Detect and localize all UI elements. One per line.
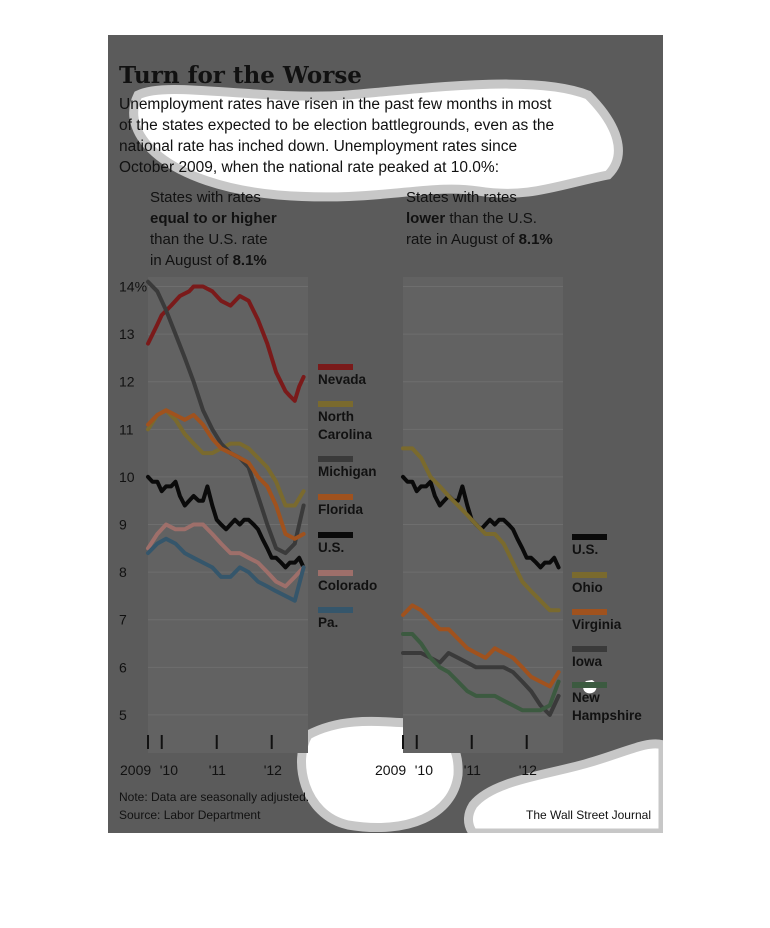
subtitle-1-line-3: than the U.S. rate [150, 231, 268, 248]
subtitle-2-line-2: lower than the U.S. [406, 210, 537, 227]
y-tick-5: 5 [119, 707, 127, 723]
publisher-credit: The Wall Street Journal [526, 808, 651, 822]
subtitle-2-line-3: rate in August of 8.1% [406, 231, 553, 248]
chart-svg: Turn for the Worse Unemployment rates ha… [119, 62, 663, 833]
y-tick-6: 6 [119, 659, 127, 675]
y-tick-8: 8 [119, 564, 127, 580]
highlight-blob-bottom-right [464, 739, 663, 833]
chart-card: Turn for the Worse Unemployment rates ha… [108, 35, 663, 833]
plot-area-1 [148, 277, 308, 753]
legend-label-michigan-1: Michigan [318, 464, 377, 479]
series-line-florida-1 [146, 408, 306, 541]
y-tick-10: 10 [119, 469, 135, 485]
subtitle-1-line-1: States with rates [150, 189, 261, 206]
series-line-colorado-1 [146, 522, 306, 589]
series-line-virginia-2 [401, 603, 561, 689]
legend-label-colorado-1: Colorado [318, 578, 377, 593]
plot-area-2 [403, 277, 563, 753]
x-tick-label-2-3: '12 [519, 762, 537, 778]
x-tick-label-2-0: 2009 [375, 762, 406, 778]
subtitle-2-line-1: States with rates [406, 189, 517, 206]
x-tick-label-1-2: '11 [209, 762, 226, 778]
legend-swatch-michigan-1 [318, 456, 353, 462]
subtitle-1-line-2: equal to or higher [150, 210, 277, 227]
series-line-u-s-1 [146, 474, 306, 570]
y-tick-12: 12 [119, 374, 135, 390]
subtitle-1-line-4: in August of 8.1% [150, 252, 267, 269]
series-line-nevada-1 [146, 284, 306, 403]
x-tick-label-2-1: '10 [415, 762, 433, 778]
legend-label-north-carolina-1: North Carolina [318, 409, 373, 442]
legend-swatch-iowa-2 [572, 646, 607, 652]
legend-label-u-s-1: U.S. [318, 540, 344, 555]
x-tick-label-1-1: '10 [160, 762, 178, 778]
y-tick-11: 11 [119, 421, 134, 437]
highlight-blob-intro [129, 79, 623, 202]
legend-swatch-u-s-1 [318, 532, 353, 538]
y-tick-13: 13 [119, 326, 135, 342]
series-line-pa-1 [146, 536, 306, 603]
legend-label-iowa-2: Iowa [572, 654, 602, 669]
source-note: Source: Labor Department [119, 808, 261, 822]
legend-swatch-florida-1 [318, 494, 353, 500]
legend-swatch-new-hampshire-2 [572, 682, 607, 688]
y-tick-9: 9 [119, 517, 127, 533]
legend-label-pa-1: Pa. [318, 615, 338, 630]
chart-title: Turn for the Worse [119, 62, 362, 89]
intro-line-3: national rate has inched down. Unemploym… [119, 138, 517, 155]
legend-label-ohio-2: Ohio [572, 580, 603, 595]
series-line-new-hampshire-2 [401, 632, 561, 713]
legend-swatch-north-carolina-1 [318, 401, 353, 407]
footnote: Note: Data are seasonally adjusted. [119, 790, 309, 804]
legend-label-florida-1: Florida [318, 502, 363, 517]
intro-line-2: of the states expected to be election ba… [119, 117, 554, 134]
legend-label-u-s-2: U.S. [572, 542, 598, 557]
x-tick-label-1-3: '12 [264, 762, 282, 778]
legend-swatch-ohio-2 [572, 572, 607, 578]
legend-label-virginia-2: Virginia [572, 617, 622, 632]
x-tick-label-2-2: '11 [464, 762, 481, 778]
legend-swatch-nevada-1 [318, 364, 353, 370]
legend-swatch-pa-1 [318, 607, 353, 613]
legend-label-new-hampshire-2: New Hampshire [572, 690, 642, 723]
legend-swatch-virginia-2 [572, 609, 607, 615]
series-line-ohio-2 [401, 446, 561, 613]
legend-swatch-u-s-2 [572, 534, 607, 540]
intro-line-1: Unemployment rates have risen in the pas… [119, 96, 552, 113]
y-tick-14: 14% [119, 279, 147, 295]
intro-line-4: October 2009, when the national rate pea… [119, 159, 499, 176]
series-line-michigan-1 [146, 279, 306, 556]
legend-swatch-colorado-1 [318, 570, 353, 576]
x-tick-label-1-0: 2009 [120, 762, 151, 778]
legend-label-nevada-1: Nevada [318, 372, 367, 387]
y-tick-7: 7 [119, 612, 127, 628]
